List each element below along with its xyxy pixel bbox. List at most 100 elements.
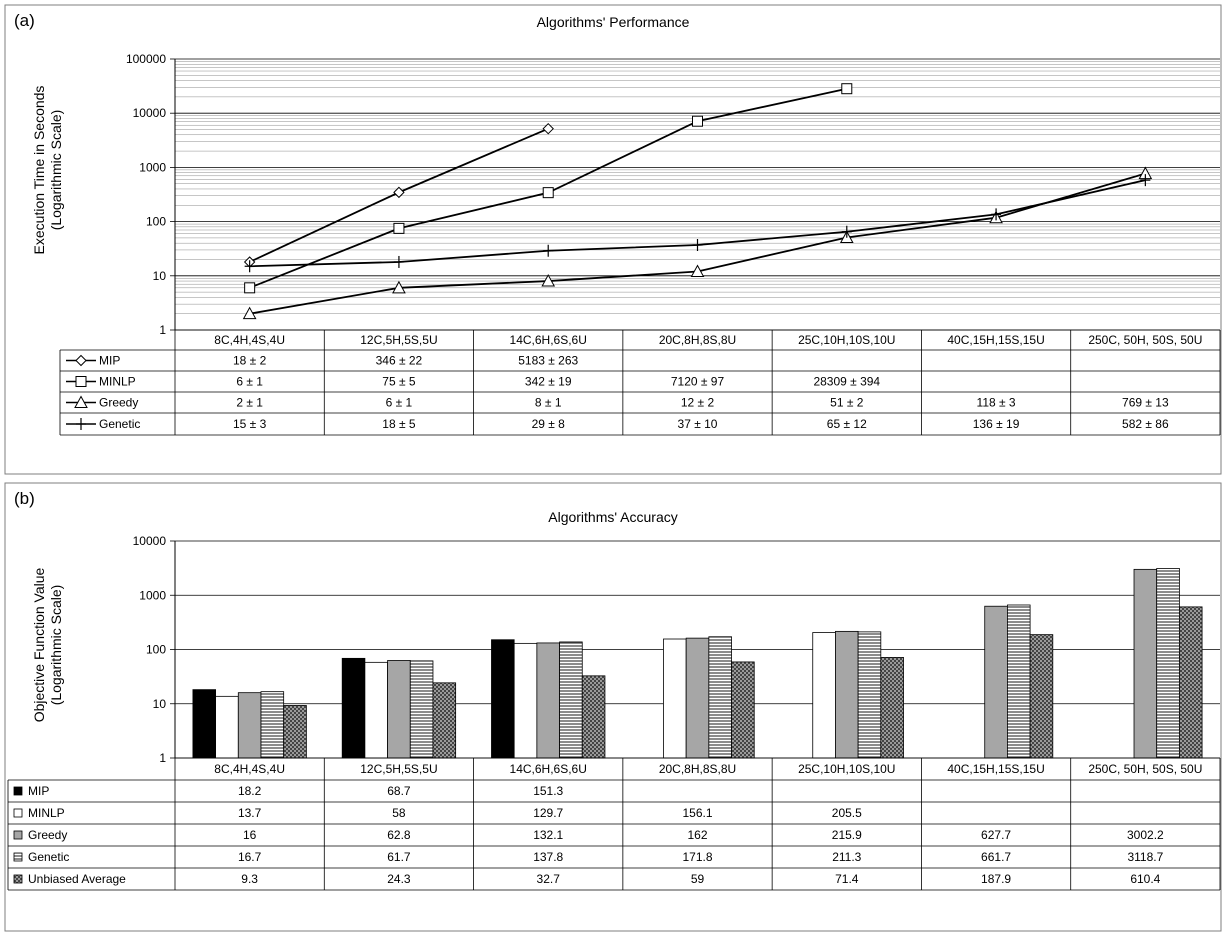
panel-a-title: Algorithms' Performance <box>537 14 690 30</box>
y-tick-label: 10000 <box>133 106 167 120</box>
y-tick-label: 10 <box>153 269 167 283</box>
data-label-greedy: 132.1 <box>533 828 563 842</box>
point-greedy <box>690 264 705 278</box>
performance-panel: (a) Algorithms' Performance Execution Ti… <box>4 4 1222 475</box>
bar-greedy <box>984 605 1008 759</box>
data-label-unbiased-average: 610.4 <box>1130 872 1160 886</box>
panel-a-ylabel-line2: (Logarithmic Scale) <box>48 110 64 231</box>
legend-key-marker <box>75 376 87 387</box>
data-label-mip: 5183 ± 263 <box>518 354 578 368</box>
legend-label-greedy: Greedy <box>99 396 138 410</box>
bar-minlp <box>364 661 388 759</box>
point-greedy <box>392 280 406 294</box>
legend-label-minlp: MINLP <box>99 375 136 389</box>
bar-mip <box>491 639 515 759</box>
bar-mip <box>192 689 217 759</box>
data-label-minlp: 129.7 <box>533 806 563 820</box>
legend-swatch-unbiased-average <box>13 874 23 884</box>
category-label: 40C,15H,15S,15U <box>947 333 1044 347</box>
panel-a-data-table: 8C,4H,4S,4U 12C,5H,5S,5U 14C,6H,6S,6U 20C,8… <box>59 329 1221 436</box>
bar-unbiased-average <box>581 675 606 759</box>
bar-genetic <box>409 660 434 759</box>
point-minlp <box>692 115 703 127</box>
category-label: 25C,10H,10S,10U <box>798 333 895 347</box>
category-label: 14C,6H,6S,6U <box>510 333 587 347</box>
y-tick-label: 100000 <box>126 52 166 66</box>
legend-label-mip: MIP <box>99 354 120 368</box>
data-label-minlp: 28309 ± 394 <box>813 375 880 389</box>
bar-unbiased-average <box>1029 634 1054 759</box>
bar-unbiased-average <box>1178 606 1203 759</box>
point-greedy <box>242 306 257 320</box>
legend-label-minlp: MINLP <box>28 806 65 820</box>
data-label-minlp: 6 ± 1 <box>236 375 263 389</box>
data-label-unbiased-average: 187.9 <box>981 872 1011 886</box>
data-label-genetic: 37 ± 10 <box>678 417 718 431</box>
data-label-genetic: 65 ± 12 <box>827 417 867 431</box>
legend-label-mip: MIP <box>28 784 49 798</box>
data-label-minlp: 75 ± 5 <box>382 375 416 389</box>
legend-swatch-genetic <box>13 852 23 862</box>
legend-label-unbiased-average: Unbiased Average <box>28 872 126 886</box>
data-label-greedy: 2 ± 1 <box>236 396 263 410</box>
bar-minlp <box>812 632 836 759</box>
data-label-mip: 18 ± 2 <box>233 354 267 368</box>
point-genetic <box>1140 174 1151 187</box>
bar-unbiased-average <box>731 661 755 759</box>
legend-swatch-greedy <box>13 830 23 840</box>
legend-swatch-mip <box>13 786 23 796</box>
point-genetic <box>841 225 852 238</box>
point-genetic <box>393 255 404 268</box>
category-label: 8C,4H,4S,4U <box>214 333 285 347</box>
point-minlp <box>542 187 554 199</box>
data-label-unbiased-average: 32.7 <box>537 872 561 886</box>
legend-label-genetic: Genetic <box>99 417 140 431</box>
point-genetic <box>991 208 1002 221</box>
panel-a-frame <box>4 4 1222 475</box>
point-genetic <box>244 260 255 273</box>
y-tick-label: 1000 <box>139 588 166 602</box>
y-tick-label: 100 <box>146 643 166 657</box>
bar-greedy <box>237 692 262 759</box>
data-label-mip: 68.7 <box>387 784 411 798</box>
panel-a-y-axis-label: Execution Time in Seconds (Logarithmic S… <box>31 86 64 255</box>
bar-unbiased-average <box>283 705 307 759</box>
legend-key-genetic <box>66 418 96 430</box>
data-label-greedy: 118 ± 3 <box>977 396 1016 410</box>
data-label-genetic: 16.7 <box>238 850 262 864</box>
legend-key-greedy <box>66 395 96 408</box>
y-tick-label: 1 <box>159 751 166 765</box>
data-label-mip: 18.2 <box>238 784 262 798</box>
category-label: 250C, 50H, 50S, 50U <box>1088 333 1202 347</box>
data-label-greedy: 62.8 <box>387 828 411 842</box>
y-tick-label: 10000 <box>133 534 167 548</box>
panel-b-ylabel-line1: Objective Function Value <box>31 567 47 722</box>
panel-a-ylabel-line1: Execution Time in Seconds <box>31 86 47 255</box>
data-label-genetic: 61.7 <box>387 850 411 864</box>
y-tick-label: 1000 <box>139 160 166 174</box>
point-genetic <box>692 239 703 252</box>
panel-b-ylabel-line2: (Logarithmic Scale) <box>48 585 64 706</box>
data-label-greedy: 51 ± 2 <box>830 396 864 410</box>
point-greedy <box>541 274 556 287</box>
data-label-genetic: 29 ± 8 <box>532 417 566 431</box>
bar-greedy <box>387 660 411 759</box>
data-label-greedy: 6 ± 1 <box>386 396 413 410</box>
panel-b-bars <box>192 568 1203 759</box>
data-label-genetic: 18 ± 5 <box>382 417 416 431</box>
data-label-genetic: 137.8 <box>533 850 563 864</box>
panel-a-label: (a) <box>14 11 35 30</box>
series-mip <box>243 122 554 268</box>
category-label: 20C,8H,8S,8U <box>659 333 736 347</box>
bar-genetic <box>260 691 285 759</box>
data-label-minlp: 205.5 <box>832 806 862 820</box>
panel-b-label: (b) <box>14 489 35 508</box>
category-label: 12C,5H,5S,5U <box>360 333 437 347</box>
point-mip <box>393 186 405 199</box>
data-label-genetic: 3118.7 <box>1127 850 1163 864</box>
legend-label-greedy: Greedy <box>28 828 67 842</box>
panel-a-y-ticks: 1 10 100 1000 10000 100000 <box>126 52 166 337</box>
point-mip <box>542 122 554 135</box>
legend-key-marker <box>76 418 86 430</box>
category-label: 25C,10H,10S,10U <box>798 762 895 776</box>
